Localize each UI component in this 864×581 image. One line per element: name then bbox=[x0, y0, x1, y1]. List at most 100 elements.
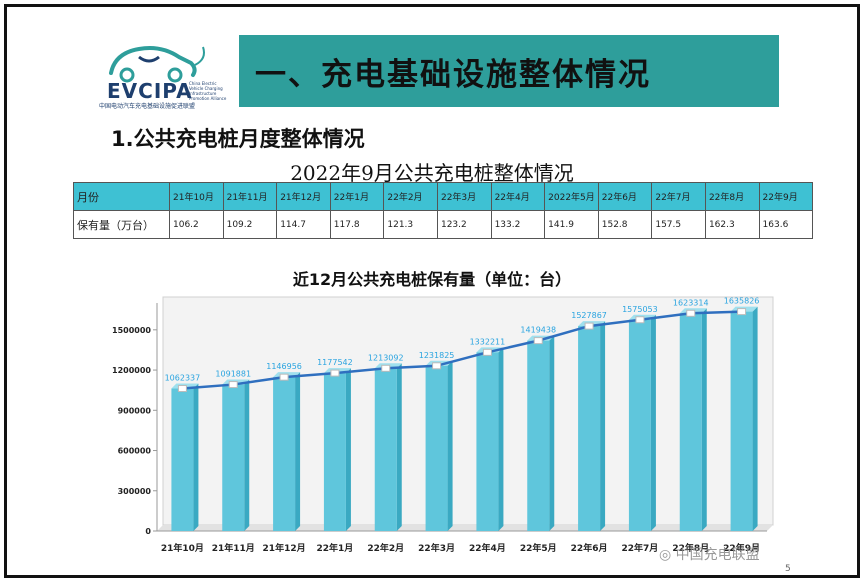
table-value-cell: 162.3 bbox=[704, 210, 760, 239]
x-tick-label: 22年8月 bbox=[672, 542, 709, 554]
table-row-months: 月份 21年10月 21年11月 21年12月 22年1月 22年2月 22年3… bbox=[73, 182, 814, 211]
bar-side bbox=[650, 314, 656, 531]
bar-side bbox=[549, 335, 555, 531]
logo-chinese-name: 中国电动汽车充电基础设施促进联盟 bbox=[99, 103, 196, 110]
y-tick-label: 600000 bbox=[118, 447, 152, 456]
x-tick-label: 21年10月 bbox=[161, 542, 204, 554]
line-point bbox=[686, 309, 696, 317]
table-value-cell: 141.9 bbox=[544, 210, 599, 239]
y-tick-label: 1500000 bbox=[112, 326, 151, 335]
data-table: 月份 21年10月 21年11月 21年12月 22年1月 22年2月 22年3… bbox=[73, 182, 814, 239]
y-tick-label: 300000 bbox=[118, 487, 152, 496]
bar-side bbox=[447, 360, 453, 531]
bar bbox=[273, 377, 296, 531]
evcipa-logo: EVCIPA China Electric Vehicle Charging I… bbox=[99, 35, 231, 115]
x-tick-label: 22年9月 bbox=[723, 542, 760, 554]
bar bbox=[679, 313, 702, 531]
bar bbox=[374, 368, 397, 531]
bar-side bbox=[244, 379, 250, 531]
data-label: 1635826 bbox=[724, 297, 760, 306]
bar-side bbox=[498, 347, 504, 531]
series-line bbox=[182, 310, 742, 390]
table-value-cell: 157.5 bbox=[651, 210, 706, 239]
table-month-cell: 22年6月 bbox=[597, 182, 653, 211]
data-label: 1623314 bbox=[673, 298, 709, 307]
bar bbox=[730, 311, 753, 531]
line-point bbox=[177, 385, 187, 393]
table-month-cell: 22年1月 bbox=[329, 182, 385, 211]
data-label: 1332211 bbox=[470, 337, 506, 346]
bar bbox=[425, 365, 448, 531]
line-point bbox=[635, 316, 645, 324]
x-tick-label: 22年3月 bbox=[418, 542, 455, 554]
table-value-cell: 117.8 bbox=[329, 210, 385, 239]
ev-car-logo-icon bbox=[109, 46, 205, 83]
x-tick-label: 22年1月 bbox=[317, 542, 354, 554]
y-tick-label: 1200000 bbox=[112, 366, 151, 375]
data-label: 1091881 bbox=[215, 370, 251, 379]
bar bbox=[476, 352, 499, 531]
data-label: 1177542 bbox=[317, 358, 353, 367]
bar-side bbox=[193, 383, 199, 531]
table-month-cell: 21年10月 bbox=[169, 182, 224, 211]
line-point bbox=[330, 369, 340, 377]
table-month-cell: 22年4月 bbox=[490, 182, 546, 211]
table-month-cell: 22年7月 bbox=[651, 182, 706, 211]
x-tick-label: 22年4月 bbox=[469, 542, 506, 554]
table-month-cell: 22年2月 bbox=[383, 182, 438, 211]
header-bar: 一、充电基础设施整体情况 bbox=[239, 35, 779, 107]
data-label: 1231825 bbox=[419, 351, 455, 360]
line-point bbox=[482, 348, 492, 356]
table-value-cell: 152.8 bbox=[597, 210, 653, 239]
line-point bbox=[228, 381, 238, 389]
x-tick-label: 22年7月 bbox=[622, 542, 659, 554]
bar bbox=[171, 388, 194, 531]
bar-line-chart: 0 300000 600000 900000 1200000 1500000 21年10月 2… bbox=[112, 296, 774, 554]
line-point bbox=[584, 322, 594, 330]
line-point bbox=[533, 337, 543, 345]
plot-floor bbox=[157, 525, 773, 531]
x-tick-label: 21年11月 bbox=[212, 542, 255, 554]
line-point bbox=[432, 362, 442, 370]
plot-back-wall bbox=[162, 296, 774, 526]
x-tick-label: 22年6月 bbox=[571, 542, 608, 554]
bar bbox=[628, 319, 651, 531]
bar bbox=[222, 384, 245, 531]
bar-side bbox=[345, 368, 351, 531]
table-month-cell: 22年3月 bbox=[436, 182, 492, 211]
line-point bbox=[381, 364, 391, 372]
logo-name: EVCIPA bbox=[107, 79, 193, 103]
bar bbox=[323, 373, 346, 531]
data-label: 1527867 bbox=[571, 311, 607, 320]
watermark: ◎ 中国充电联盟 bbox=[659, 544, 760, 564]
logo-english-name: China Electric Vehicle Charging Infrastr… bbox=[189, 81, 227, 101]
data-label: 1419438 bbox=[520, 326, 556, 335]
bar-side bbox=[701, 308, 707, 531]
table-value-cell: 106.2 bbox=[169, 210, 224, 239]
table-title: 2022年9月公共充电桩整体情况 bbox=[290, 161, 574, 185]
x-tick-label: 21年12月 bbox=[263, 542, 306, 554]
data-label: 1575053 bbox=[622, 305, 658, 314]
slide-frame: EVCIPA China Electric Vehicle Charging I… bbox=[4, 4, 860, 578]
data-label: 1213092 bbox=[368, 353, 404, 362]
table-value-cell: 163.6 bbox=[758, 210, 814, 239]
wechat-icon: ◎ bbox=[659, 547, 672, 563]
bar-side bbox=[396, 363, 402, 531]
table-value-cell: 114.7 bbox=[276, 210, 331, 239]
bar-side bbox=[600, 321, 606, 531]
y-tick-label: 0 bbox=[145, 527, 151, 536]
page-title: 一、充电基础设施整体情况 bbox=[255, 56, 651, 93]
page-number: 5 bbox=[785, 564, 791, 574]
bar bbox=[578, 326, 601, 531]
line-point bbox=[737, 308, 747, 316]
x-tick-label: 22年2月 bbox=[367, 542, 404, 554]
table-row-header: 保有量（万台） bbox=[73, 210, 170, 239]
chart-title: 近12月公共充电桩保有量（单位：台） bbox=[292, 270, 572, 289]
table-month-cell: 21年11月 bbox=[222, 182, 278, 211]
y-tick-label: 900000 bbox=[118, 406, 152, 415]
bar-side bbox=[752, 306, 758, 531]
section-subtitle: 1.公共充电桩月度整体情况 bbox=[111, 127, 365, 151]
table-value-cell: 133.2 bbox=[490, 210, 546, 239]
bar bbox=[527, 340, 550, 531]
data-label: 1062337 bbox=[165, 374, 201, 383]
